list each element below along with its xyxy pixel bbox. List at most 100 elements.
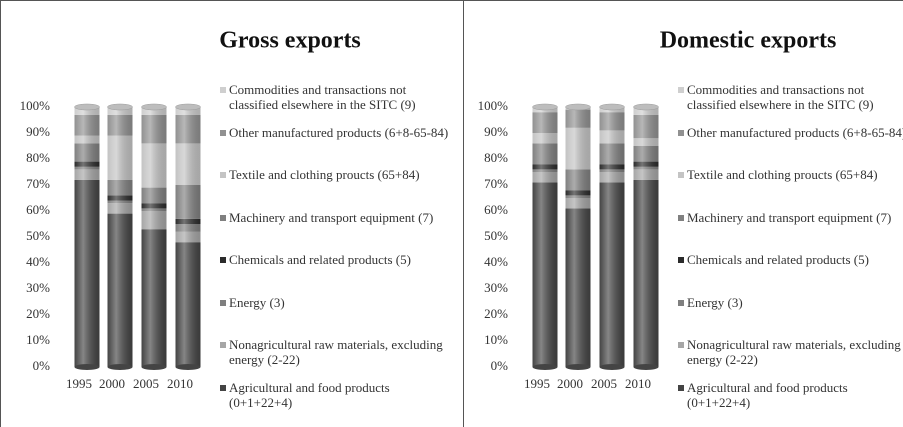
legend-swatch	[678, 129, 684, 136]
legend-item: Textile and clothing proucts (65+84)	[220, 167, 454, 182]
y-tick-label: 80%	[484, 150, 508, 165]
chart-title: Domestic exports	[660, 28, 837, 54]
y-tick-label: 20%	[484, 306, 508, 321]
x-tick-label: 2010	[625, 376, 651, 391]
legend-label: Textile and clothing proucts (65+84)	[229, 167, 420, 182]
y-tick-label: 20%	[26, 306, 50, 321]
legend-item: Machinery and transport equipment (7)	[220, 210, 454, 225]
legend-item: Nonagricultural raw materials, excluding…	[220, 337, 454, 367]
legend-item: Commodities and transactions not classif…	[678, 82, 903, 112]
legend-label: Commodities and transactions not classif…	[229, 82, 416, 112]
legend-label: Nonagricultural raw materials, excluding…	[687, 337, 901, 367]
bar-cap	[141, 103, 167, 111]
legend-label: Energy (3)	[229, 294, 285, 310]
legend-swatch	[678, 299, 684, 306]
y-tick-label: 90%	[484, 124, 508, 139]
y-tick-label: 30%	[26, 280, 50, 295]
y-tick-label: 50%	[484, 228, 508, 243]
legend-swatch	[220, 214, 226, 221]
bar-bottom	[141, 364, 167, 370]
legend-item: Agricultural and food products (0+1+22+4…	[678, 380, 903, 410]
legend-swatch	[678, 384, 684, 391]
y-tick-label: 90%	[26, 124, 50, 139]
legend-swatch	[678, 342, 684, 348]
bar-cap	[633, 103, 659, 111]
y-tick-label: 10%	[26, 332, 50, 347]
bar-shine	[633, 107, 659, 367]
legend-label: Machinery and transport equipment (7)	[687, 209, 892, 225]
x-tick-label: 2000	[557, 376, 583, 391]
x-tick-label: 1995	[524, 376, 550, 391]
legend-item: Chemicals and related products (5)	[220, 252, 454, 267]
legend-swatch	[220, 257, 226, 263]
legend-item: Nonagricultural raw materials, excluding…	[678, 337, 903, 367]
legend-swatch	[220, 172, 226, 178]
legend-label: Chemicals and related products (5)	[687, 252, 869, 267]
bar-cap	[74, 103, 100, 111]
y-tick-label: 60%	[484, 202, 508, 217]
legend-label: Chemicals and related products (5)	[229, 252, 411, 267]
bar-bottom	[107, 364, 133, 370]
bar-bottom	[565, 364, 591, 370]
legend-label: Agricultural and food products (0+1+22+4…	[687, 379, 848, 410]
bar-shine	[107, 107, 133, 367]
legend-label: Textile and clothing proucts (65+84)	[687, 167, 878, 182]
legend-swatch	[678, 172, 684, 178]
y-tick-label: 40%	[484, 254, 508, 269]
y-tick-label: 70%	[26, 176, 50, 191]
legend-item: Chemicals and related products (5)	[678, 252, 903, 267]
bar-shine	[74, 107, 100, 367]
y-tick-label: 0%	[491, 358, 509, 373]
legend-item: Energy (3)	[220, 295, 454, 310]
legend-item: Other manufactured products (6+8-65-84)	[678, 125, 903, 140]
legend-label: Machinery and transport equipment (7)	[229, 209, 434, 225]
bar-shine	[599, 107, 625, 367]
bar-cap	[532, 103, 558, 111]
bar-bottom	[599, 364, 625, 370]
x-tick-label: 2010	[167, 376, 193, 391]
chart-title: Gross exports	[219, 28, 361, 54]
legend-swatch	[220, 342, 226, 348]
legend-swatch	[220, 384, 226, 391]
y-tick-label: 100%	[20, 98, 51, 113]
bar-shine	[532, 107, 558, 367]
x-tick-label: 2005	[133, 376, 159, 391]
y-tick-label: 50%	[26, 228, 50, 243]
bar-shine	[175, 107, 201, 367]
bar-bottom	[175, 364, 201, 370]
y-tick-label: 60%	[26, 202, 50, 217]
legend-item: Textile and clothing proucts (65+84)	[678, 167, 903, 182]
bar-bottom	[633, 364, 659, 370]
x-tick-label: 1995	[66, 376, 92, 391]
legend-label: Agricultural and food products (0+1+22+4…	[229, 379, 390, 410]
legend-swatch	[220, 299, 226, 306]
x-tick-label: 2000	[99, 376, 125, 391]
legend-label: Commodities and transactions not classif…	[687, 82, 874, 112]
legend-swatch	[678, 214, 684, 221]
bar-cap	[107, 103, 133, 111]
legend-label: Other manufactured products (6+8-65-84)	[229, 124, 449, 140]
legend-item: Other manufactured products (6+8-65-84)	[220, 125, 454, 140]
legend-item: Agricultural and food products (0+1+22+4…	[220, 380, 454, 410]
legend-item: Energy (3)	[678, 295, 903, 310]
bar-bottom	[74, 364, 100, 370]
legend-item: Commodities and transactions not classif…	[220, 82, 454, 112]
bar-cap	[565, 103, 591, 111]
legend-label: Energy (3)	[687, 294, 743, 310]
bar-shine	[565, 107, 591, 367]
legend-item: Machinery and transport equipment (7)	[678, 210, 903, 225]
y-tick-label: 40%	[26, 254, 50, 269]
bar-cap	[599, 103, 625, 111]
y-tick-label: 30%	[484, 280, 508, 295]
legend-label: Other manufactured products (6+8-65-84)	[687, 124, 903, 140]
x-tick-label: 2005	[591, 376, 617, 391]
y-tick-label: 70%	[484, 176, 508, 191]
bar-bottom	[532, 364, 558, 370]
legend-swatch	[678, 257, 684, 263]
legend-swatch	[220, 87, 226, 93]
y-tick-label: 100%	[478, 98, 509, 113]
bar-cap	[175, 103, 201, 111]
legend-swatch	[220, 129, 226, 136]
